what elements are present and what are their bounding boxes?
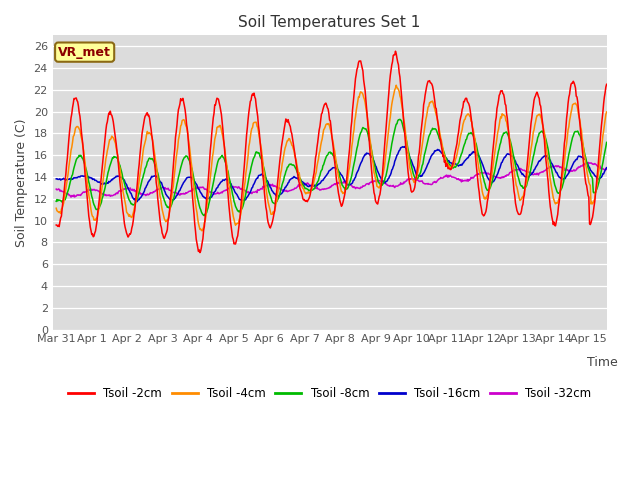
X-axis label: Time: Time — [587, 356, 618, 369]
Y-axis label: Soil Temperature (C): Soil Temperature (C) — [15, 118, 28, 247]
Title: Soil Temperatures Set 1: Soil Temperatures Set 1 — [239, 15, 421, 30]
Legend: Tsoil -2cm, Tsoil -4cm, Tsoil -8cm, Tsoil -16cm, Tsoil -32cm: Tsoil -2cm, Tsoil -4cm, Tsoil -8cm, Tsoi… — [63, 383, 596, 405]
Text: VR_met: VR_met — [58, 46, 111, 59]
